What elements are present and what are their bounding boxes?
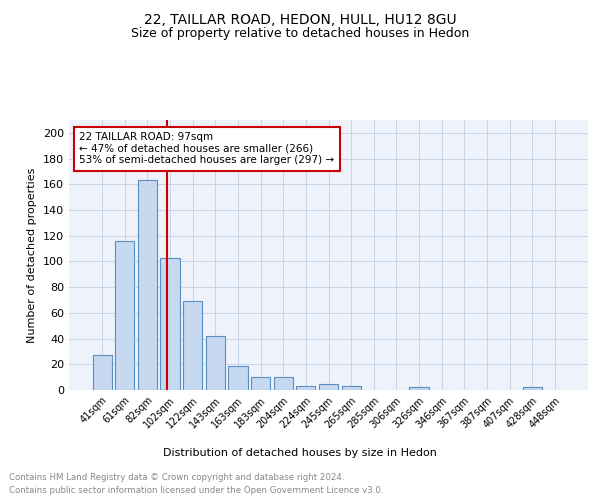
Bar [115, 241, 134, 390]
Bar [138, 180, 157, 390]
Text: Size of property relative to detached houses in Hedon: Size of property relative to detached ho… [131, 28, 469, 40]
Bar [409, 388, 428, 390]
Text: Distribution of detached houses by size in Hedon: Distribution of detached houses by size … [163, 448, 437, 458]
Bar [296, 386, 316, 390]
Y-axis label: Number of detached properties: Number of detached properties [28, 168, 37, 342]
Bar [229, 366, 248, 390]
Text: Contains public sector information licensed under the Open Government Licence v3: Contains public sector information licen… [9, 486, 383, 495]
Bar [341, 386, 361, 390]
Bar [183, 302, 202, 390]
Bar [251, 377, 270, 390]
Text: Contains HM Land Registry data © Crown copyright and database right 2024.: Contains HM Land Registry data © Crown c… [9, 472, 344, 482]
Text: 22, TAILLAR ROAD, HEDON, HULL, HU12 8GU: 22, TAILLAR ROAD, HEDON, HULL, HU12 8GU [143, 12, 457, 26]
Bar [206, 336, 225, 390]
Bar [160, 258, 180, 390]
Bar [274, 377, 293, 390]
Bar [92, 356, 112, 390]
Text: 22 TAILLAR ROAD: 97sqm
← 47% of detached houses are smaller (266)
53% of semi-de: 22 TAILLAR ROAD: 97sqm ← 47% of detached… [79, 132, 335, 166]
Bar [319, 384, 338, 390]
Bar [523, 388, 542, 390]
